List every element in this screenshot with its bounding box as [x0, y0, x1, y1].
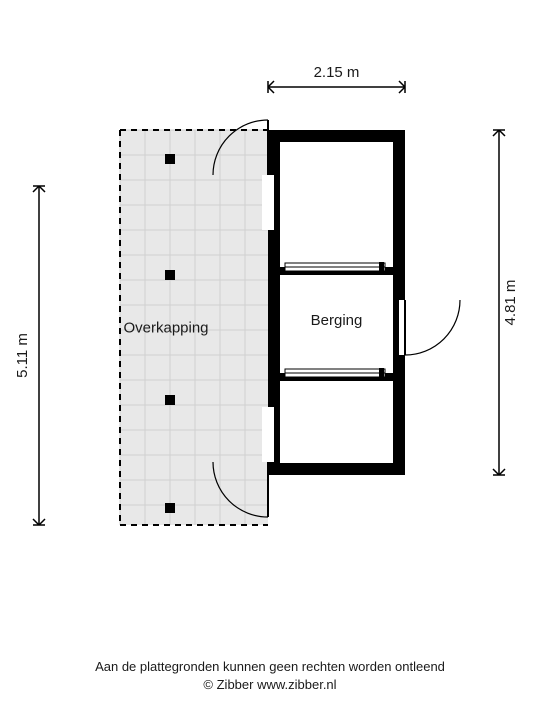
footer-line-1: Aan de plattegronden kunnen geen rechten…: [0, 659, 540, 674]
svg-text:5.11 m: 5.11 m: [14, 333, 31, 378]
floorplan-svg: 2.15 m 5.11 m 4.81 m Overkapping Berging: [0, 0, 540, 720]
svg-text:Overkapping: Overkapping: [123, 320, 208, 337]
svg-text:2.15 m: 2.15 m: [314, 64, 360, 81]
floorplan-canvas: 2.15 m 5.11 m 4.81 m Overkapping Berging Aan…: [0, 0, 540, 720]
svg-text:4.81 m: 4.81 m: [502, 280, 519, 326]
footer-line-2: © Zibber www.zibber.nl: [0, 677, 540, 692]
svg-text:Berging: Berging: [311, 312, 363, 329]
